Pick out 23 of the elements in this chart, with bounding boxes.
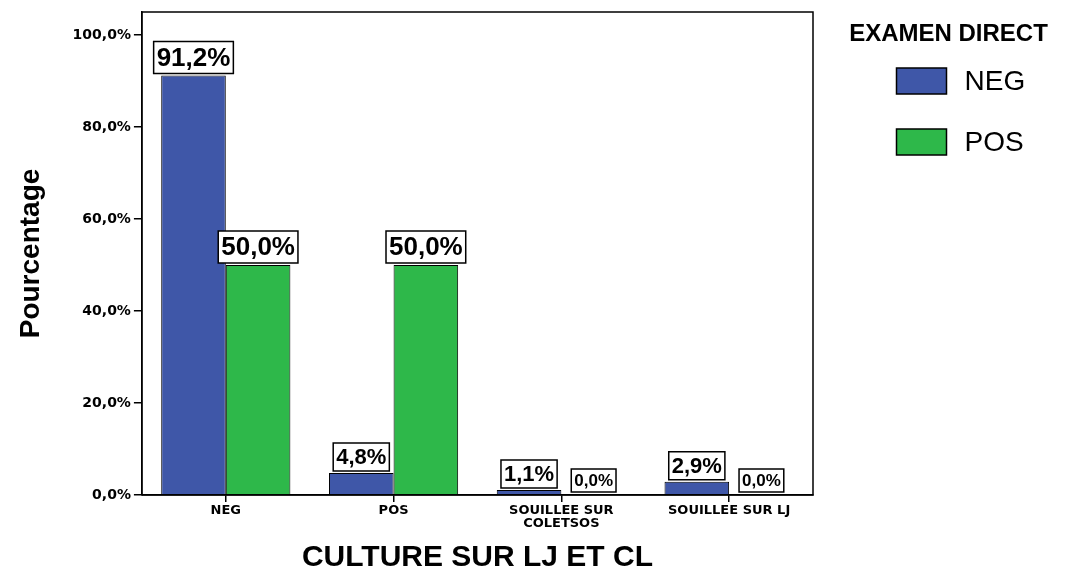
legend-title: EXAMEN DIRECT <box>849 18 1049 46</box>
y-tick-label: 40,0% <box>82 301 131 318</box>
data-label: 0,0% <box>574 471 614 491</box>
y-tick-label: 20,0% <box>82 393 131 410</box>
data-label: 1,1% <box>503 461 555 486</box>
x-tick-label: POS <box>378 501 409 517</box>
y-tick-label: 100,0% <box>72 25 131 42</box>
y-tick-label: 0,0% <box>92 485 131 502</box>
x-tick-label: SOUILLEE SUR COLETSOS <box>509 501 614 530</box>
data-label: 2,9% <box>671 452 722 478</box>
x-tick-label: NEG <box>210 501 242 517</box>
data-label: 91,2% <box>156 41 231 72</box>
y-axis-title: Pourcentage <box>13 168 45 339</box>
x-axis-title: CULTURE SUR LJ ET CL <box>301 539 654 573</box>
x-tick-label: SOUILLEE SUR LJ <box>667 501 791 517</box>
data-label: 0,0% <box>742 471 781 491</box>
legend-label: POS <box>964 125 1024 157</box>
data-label: 4,8% <box>336 443 387 469</box>
legend-label: NEG <box>964 64 1026 96</box>
y-tick-label: 60,0% <box>82 209 131 226</box>
y-tick-label: 80,0% <box>82 117 131 134</box>
data-label: 50,0% <box>389 231 463 262</box>
data-label: 50,0% <box>221 231 295 262</box>
